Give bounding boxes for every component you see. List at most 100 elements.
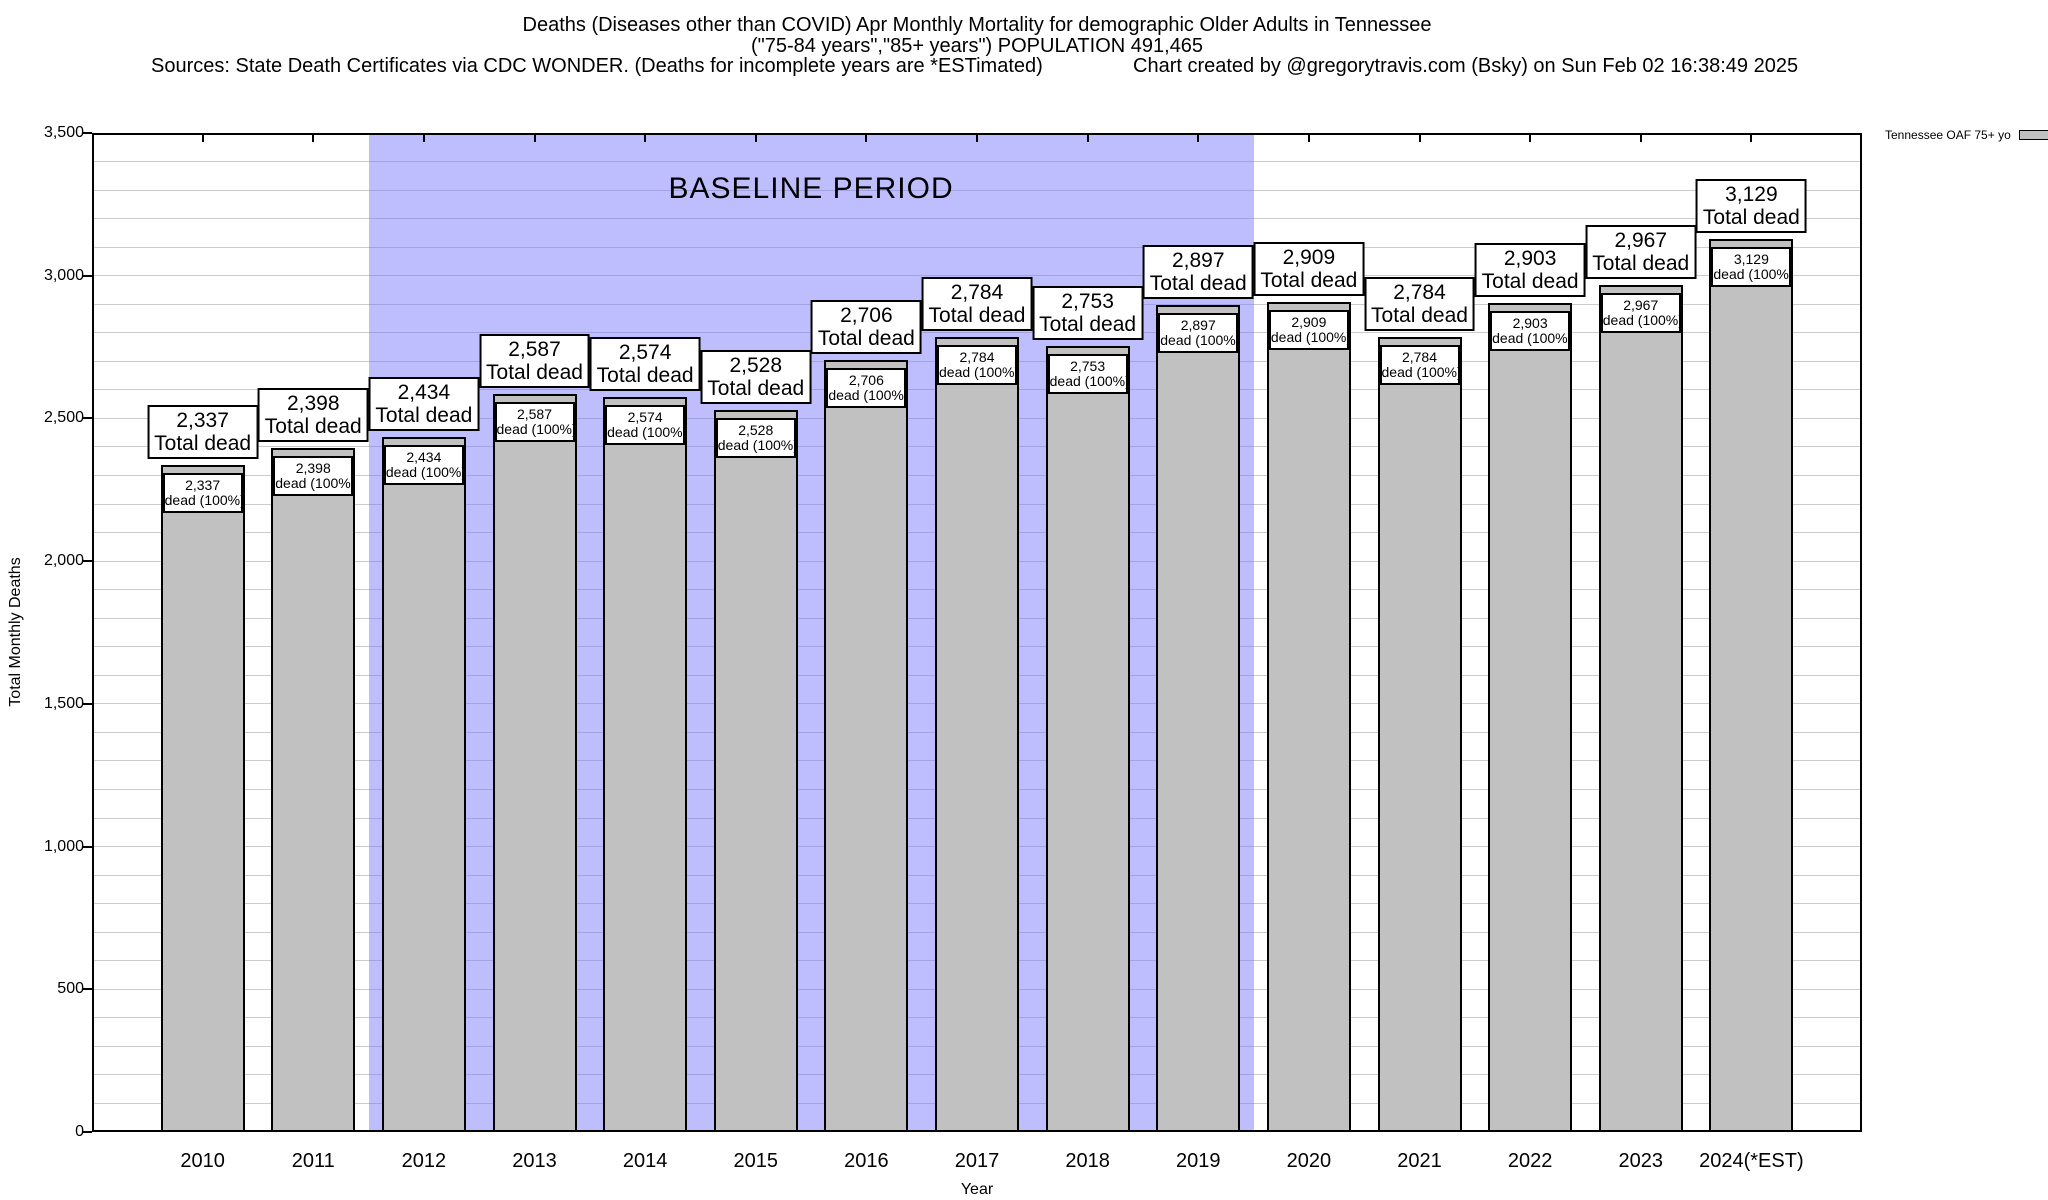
y-tick-mark — [83, 560, 92, 563]
x-tick-label-2021: 2021 — [1397, 1150, 1442, 1172]
y-tick-label: 3,000 — [43, 266, 84, 284]
top-tick — [1529, 133, 1532, 142]
top-tick — [865, 133, 868, 142]
top-tick — [312, 133, 315, 142]
y-tick-mark — [83, 1131, 92, 1133]
y-tick-mark — [83, 274, 92, 277]
bar-inner-label-2022: 2,903 dead (100%) — [1490, 311, 1572, 352]
x-tick-label-2011: 2011 — [291, 1150, 335, 1172]
x-tick-label-2023: 2023 — [1618, 1150, 1664, 1172]
bar-total-label-2012: 2,434 Total dead — [368, 377, 480, 432]
baseline-period-annotation: BASELINE PERIOD — [668, 172, 954, 205]
grid-line — [92, 275, 1862, 277]
legend-swatch-icon — [2018, 130, 2048, 140]
x-tick-label-2012: 2012 — [401, 1150, 447, 1172]
bar-2016 — [824, 359, 909, 1132]
bar-total-label-2023: 2,967 Total dead — [1585, 225, 1697, 280]
y-tick-mark — [83, 417, 92, 420]
x-tick-label-2017: 2017 — [954, 1150, 1000, 1172]
bar-2011 — [271, 447, 356, 1132]
bar-inner-label-2012: 2,434 dead (100%) — [383, 445, 466, 486]
bar-2019 — [1156, 305, 1241, 1132]
top-tick — [754, 133, 757, 142]
x-axis-title: Year — [960, 1181, 994, 1198]
bar-2022 — [1488, 303, 1573, 1132]
top-tick — [1639, 133, 1642, 142]
bar-inner-label-2024(*EST): 3,129 dead (100%) — [1711, 246, 1794, 287]
x-tick-label-2014: 2014 — [622, 1150, 668, 1172]
bar-inner-label-2015: 2,528 dead (100%) — [715, 418, 798, 459]
y-axis-title: Total Monthly Deaths — [7, 557, 24, 707]
y-tick-mark — [83, 132, 92, 134]
bar-2018 — [1045, 346, 1130, 1132]
top-tick — [644, 133, 647, 142]
x-tick-label-2022: 2022 — [1507, 1150, 1553, 1172]
y-tick-mark — [83, 702, 92, 705]
top-tick — [1086, 133, 1089, 142]
grid-line — [92, 161, 1862, 163]
top-tick — [422, 133, 425, 142]
x-tick-label-2019: 2019 — [1176, 1150, 1221, 1172]
bar-total-label-2024(*EST): 3,129 Total dead — [1695, 178, 1807, 233]
bar-inner-label-2020: 2,909 dead (100%) — [1268, 309, 1351, 350]
bar-2020 — [1266, 301, 1351, 1132]
bar-2017 — [935, 337, 1019, 1132]
y-tick-mark — [83, 988, 92, 991]
bar-inner-label-2010: 2,337 dead (100%) — [162, 472, 245, 513]
grid-line — [92, 189, 1862, 191]
legend: Tennessee OAF 75+ yo — [1885, 128, 2048, 142]
x-tick-label-2018: 2018 — [1065, 1150, 1110, 1172]
legend-series-label: Tennessee OAF 75+ yo — [1885, 128, 2011, 142]
bar-inner-label-2021: 2,784 dead (100%) — [1379, 345, 1462, 386]
bar-total-label-2010: 2,337 Total dead — [147, 404, 259, 459]
top-tick — [1307, 133, 1310, 142]
sources-note: Sources: State Death Certificates via CD… — [151, 55, 1043, 77]
bar-total-label-2015: 2,528 Total dead — [700, 350, 812, 405]
bar-2023 — [1598, 285, 1683, 1132]
bar-inner-label-2011: 2,398 dead (100%) — [273, 455, 355, 496]
bar-2024(*EST) — [1709, 238, 1794, 1132]
bar-total-label-2019: 2,897 Total dead — [1142, 245, 1254, 300]
bar-total-label-2017: 2,784 Total dead — [921, 277, 1033, 332]
x-tick-label-2015: 2015 — [733, 1150, 779, 1172]
y-tick-label: 1,500 — [43, 694, 84, 712]
y-tick-label: 500 — [57, 980, 84, 998]
grid-line — [92, 332, 1862, 334]
grid-line — [92, 218, 1862, 220]
bar-2010 — [160, 464, 245, 1132]
bar-inner-label-2016: 2,706 dead (100%) — [826, 367, 909, 408]
x-tick-label-2010: 2010 — [180, 1150, 225, 1172]
bar-total-label-2018: 2,753 Total dead — [1032, 286, 1144, 341]
bar-2014 — [603, 397, 688, 1132]
bar-inner-label-2019: 2,897 dead (100%) — [1158, 313, 1240, 354]
y-tick-label: 2,500 — [43, 409, 84, 427]
top-tick — [976, 133, 978, 142]
bar-total-label-2013: 2,587 Total dead — [479, 333, 590, 388]
top-tick — [201, 133, 204, 142]
y-tick-label: 3,500 — [43, 124, 84, 141]
grid-line — [92, 246, 1862, 248]
bar-2012 — [381, 437, 466, 1132]
y-tick-label: 2,000 — [43, 552, 84, 570]
top-tick — [533, 133, 536, 142]
bar-total-label-2011: 2,398 Total dead — [257, 387, 369, 442]
x-tick-label-2020: 2020 — [1286, 1150, 1332, 1172]
top-tick — [1418, 133, 1421, 142]
top-tick — [1750, 133, 1753, 142]
top-tick — [1197, 133, 1200, 142]
x-tick-label-2013: 2013 — [512, 1150, 557, 1172]
x-tick-label-2024(*EST): 2024(*EST) — [1699, 1150, 1804, 1172]
chart-title-line1: Deaths (Diseases other than COVID) Apr M… — [522, 14, 1432, 36]
bar-total-label-2021: 2,784 Total dead — [1364, 277, 1475, 332]
bar-inner-label-2017: 2,784 dead (100%) — [937, 345, 1019, 386]
bar-total-label-2022: 2,903 Total dead — [1474, 243, 1586, 298]
credit-note: Chart created by @gregorytravis.com (Bsk… — [1133, 55, 1799, 77]
x-tick-label-2016: 2016 — [844, 1150, 889, 1172]
bar-2015 — [713, 410, 798, 1132]
bar-inner-label-2013: 2,587 dead (100%) — [494, 401, 577, 442]
bar-2013 — [492, 393, 577, 1132]
bar-inner-label-2018: 2,753 dead (100%) — [1047, 354, 1130, 395]
bar-total-label-2014: 2,574 Total dead — [589, 337, 701, 392]
chart-title-line2: ("75-84 years","85+ years") POPULATION 4… — [750, 35, 1204, 57]
